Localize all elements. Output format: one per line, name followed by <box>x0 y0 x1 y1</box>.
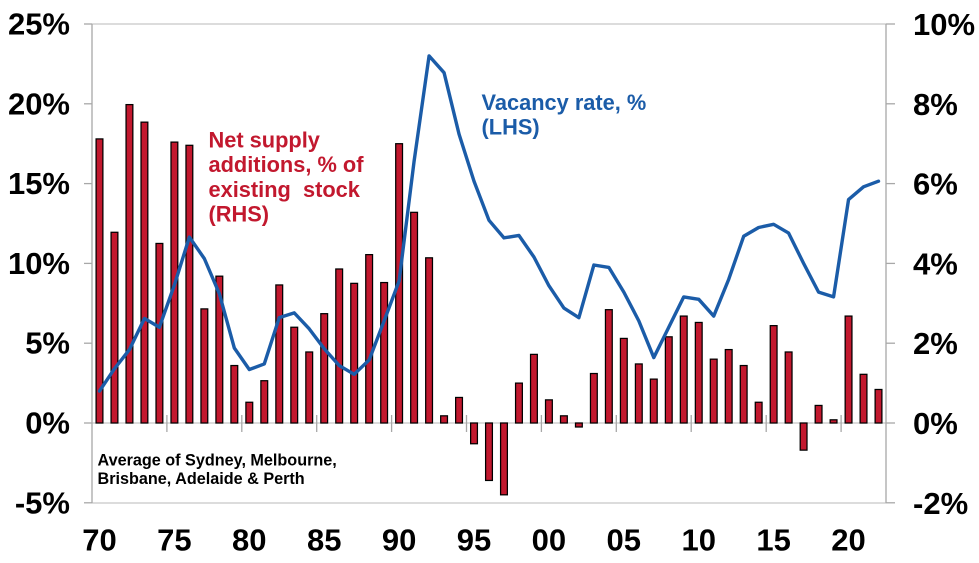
svg-text:05: 05 <box>607 523 641 558</box>
svg-text:95: 95 <box>457 523 491 558</box>
svg-text:20%: 20% <box>8 86 70 121</box>
svg-text:75: 75 <box>157 523 191 558</box>
svg-text:85: 85 <box>307 523 341 558</box>
svg-text:2%: 2% <box>913 326 958 361</box>
svg-text:existing stock: existing stock <box>209 177 361 202</box>
svg-text:10%: 10% <box>913 7 975 42</box>
svg-text:Brisbane, Adelaide & Perth: Brisbane, Adelaide & Perth <box>98 470 305 488</box>
svg-text:15: 15 <box>756 523 790 558</box>
svg-text:Net supply: Net supply <box>209 127 320 152</box>
svg-text:-5%: -5% <box>15 485 70 520</box>
svg-text:8%: 8% <box>913 87 958 122</box>
svg-text:00: 00 <box>532 523 566 558</box>
svg-text:additions, % of: additions, % of <box>209 152 365 177</box>
svg-text:6%: 6% <box>913 167 958 202</box>
svg-text:-2%: -2% <box>913 486 968 521</box>
svg-text:4%: 4% <box>913 246 958 281</box>
svg-text:0%: 0% <box>913 406 958 441</box>
svg-text:(RHS): (RHS) <box>209 202 270 227</box>
svg-text:Average of Sydney, Melbourne,: Average of Sydney, Melbourne, <box>98 451 337 469</box>
svg-text:20: 20 <box>831 523 865 558</box>
svg-text:(LHS): (LHS) <box>482 115 540 140</box>
svg-text:15%: 15% <box>8 166 70 201</box>
svg-text:10%: 10% <box>8 246 70 281</box>
svg-text:Vacancy rate, %: Vacancy rate, % <box>482 90 647 115</box>
svg-text:90: 90 <box>382 523 416 558</box>
svg-text:0%: 0% <box>25 406 70 441</box>
svg-text:10: 10 <box>681 523 715 558</box>
svg-text:70: 70 <box>82 523 116 558</box>
svg-text:5%: 5% <box>25 326 70 361</box>
svg-text:80: 80 <box>232 523 266 558</box>
svg-text:25%: 25% <box>8 7 70 42</box>
